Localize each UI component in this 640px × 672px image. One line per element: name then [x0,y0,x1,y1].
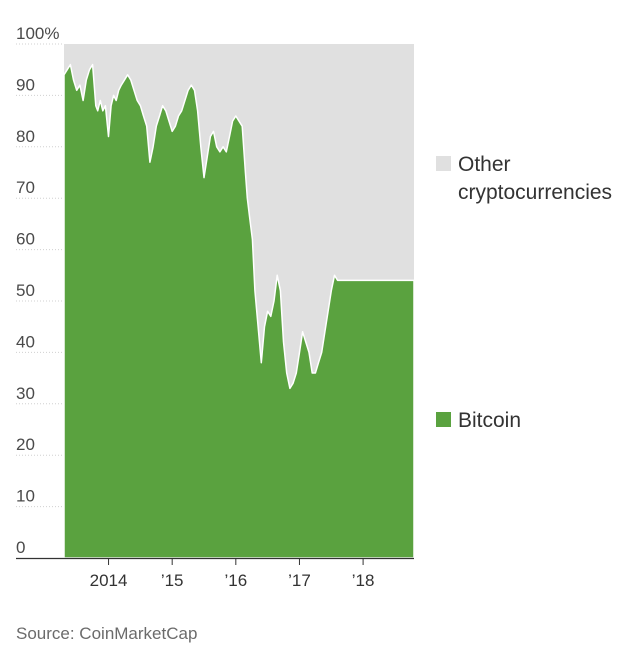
legend: Other cryptocurrencies Bitcoin [436,153,612,432]
x-tick-label: ’16 [224,571,247,590]
y-tick-label: 50 [16,281,35,300]
legend-swatch [436,156,451,171]
y-tick-label: 30 [16,384,35,403]
y-tick-label: 90 [16,75,35,94]
source-note: Source: CoinMarketCap [16,624,198,643]
x-tick-label: ’15 [161,571,184,590]
x-tick-label: ’18 [352,571,375,590]
x-tick-label: ’17 [288,571,311,590]
x-axis-ticks: 2014 ’15 ’16 ’17 ’18 [90,558,375,590]
y-tick-label: 20 [16,435,35,454]
legend-swatch [436,412,451,427]
bitcoin-area [63,63,415,559]
bitcoin-market-share-chart: 0 10 20 30 40 50 60 70 80 90 100% 2014 ’15 ’16 ’17 ’18… [16,24,612,590]
x-tick-label: 2014 [90,571,128,590]
y-tick-label: 0 [16,538,25,557]
y-tick-label: 80 [16,127,35,146]
y-tick-label: 60 [16,230,35,249]
legend-label: Other [458,153,511,176]
y-axis-ticks: 0 10 20 30 40 50 60 70 80 90 100% [16,24,59,557]
y-tick-label: 10 [16,487,35,506]
legend-label: cryptocurrencies [458,181,612,204]
y-tick-label: 100% [16,24,59,43]
y-tick-label: 40 [16,332,35,351]
y-tick-label: 70 [16,178,35,197]
legend-label: Bitcoin [458,409,521,432]
